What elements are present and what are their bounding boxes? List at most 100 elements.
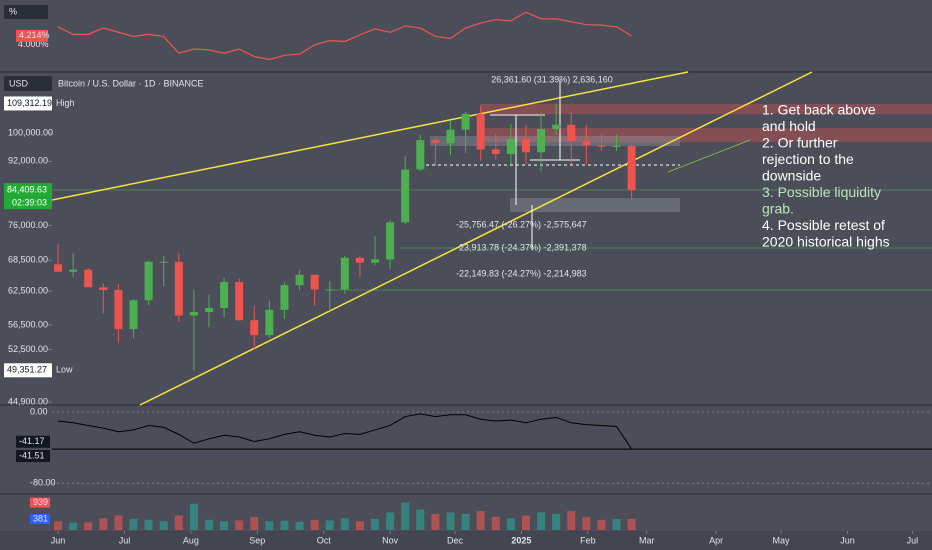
annotation-line: 3. Possible liquidity: [762, 184, 881, 200]
annotation-line: 1. Get back above: [762, 102, 876, 118]
volume-bar: [69, 522, 78, 530]
candle-body: [401, 169, 410, 223]
annotation-line: 2. Or further: [762, 135, 838, 151]
price-marker: [4, 183, 52, 198]
x-tick-label: Sep: [249, 535, 265, 545]
measure-label: -22,149.83 (-24.27%) -2,214,983: [456, 268, 587, 278]
y-tick-label: 76,000.00: [8, 220, 48, 230]
candle-body: [174, 261, 183, 316]
y-tick-label: 68,500.00: [8, 255, 48, 265]
y-tick-label: 62,500.00: [8, 285, 48, 295]
volume-bar: [612, 518, 621, 530]
volume-bar: [54, 521, 63, 530]
annotation-line: and hold: [762, 118, 816, 134]
timer-box: [4, 197, 52, 210]
candle-body: [597, 145, 606, 147]
candle-body: [537, 128, 546, 153]
x-tick-label: Apr: [709, 535, 723, 545]
osc-line: [57, 413, 633, 450]
candle-body: [340, 257, 349, 290]
x-tick-label: Jun: [51, 535, 66, 545]
volume-label: 381: [33, 513, 48, 523]
volume-bar: [159, 521, 168, 530]
candle-body: [84, 269, 93, 288]
x-tick-label: Aug: [183, 535, 199, 545]
osc-label-box: [16, 450, 50, 463]
volume-bar: [567, 511, 576, 530]
top-tick-label: 4.000%: [18, 39, 49, 49]
x-tick-label: May: [773, 535, 791, 545]
candle-body: [627, 145, 636, 191]
annotation-line: 2020 historical highs: [762, 234, 890, 250]
candle-body: [567, 124, 576, 142]
x-tick-label: Jul: [119, 535, 131, 545]
annotation-line: grab.: [762, 201, 794, 217]
y-tick-label: 56,500.00: [8, 319, 48, 329]
top-last-label: 4.214%: [19, 30, 50, 40]
candle-body: [582, 141, 591, 146]
price-marker-tag: High: [56, 98, 75, 108]
candle-body: [204, 308, 213, 313]
volume-bar: [129, 518, 138, 530]
osc-label: -41.17: [19, 436, 45, 446]
volume-bar: [355, 521, 364, 530]
annotation-line: 4. Possible retest of: [762, 217, 885, 233]
trendline: [51, 71, 689, 201]
candle-body: [552, 124, 561, 129]
osc-label: -41.51: [19, 450, 45, 460]
volume-bar: [582, 516, 591, 530]
volume-bar: [295, 521, 304, 530]
price-marker-label: 84,409.63: [7, 185, 47, 195]
chart-title: Bitcoin / U.S. Dollar · 1D · BINANCE: [58, 78, 204, 88]
candle-body: [114, 289, 123, 330]
candle-body: [325, 289, 334, 291]
osc-tick-label: 0.00: [30, 406, 48, 416]
zone: [480, 128, 932, 142]
candle-body: [280, 285, 289, 310]
y-tick-label: 92,000.00: [8, 156, 48, 166]
y-tick-label: 100,000.00: [8, 128, 53, 138]
x-tick-label: Mar: [639, 535, 655, 545]
zone: [480, 104, 932, 114]
volume-bar: [416, 509, 425, 530]
volume-label: 939: [33, 497, 48, 507]
x-tick-label: Jul: [907, 535, 919, 545]
x-tick-label: Dec: [447, 535, 464, 545]
candle-body: [235, 282, 244, 321]
volume-bar: [280, 520, 289, 530]
volume-bar: [446, 512, 455, 530]
volume-bar: [114, 515, 123, 530]
volume-bar: [84, 522, 93, 530]
price-marker: [4, 363, 52, 378]
volume-bar: [340, 518, 349, 530]
measure-label: 26,361.60 (31.39%) 2,636,160: [491, 74, 613, 84]
candle-body: [129, 300, 138, 330]
price-marker-tag: Low: [56, 365, 73, 375]
volume-bar: [371, 518, 380, 530]
volume-bar: [310, 519, 319, 530]
volume-bar: [204, 519, 213, 530]
candle-body: [431, 140, 440, 144]
volume-bar: [325, 520, 334, 530]
candle-body: [416, 140, 425, 170]
symbol-box: [4, 5, 48, 19]
annotation-line: rejection to the: [762, 151, 854, 167]
volume-bar: [627, 518, 636, 530]
y-tick-label: 44,900.00: [8, 396, 48, 406]
top-symbol: %: [9, 6, 17, 16]
volume-bar: [144, 519, 153, 530]
x-tick-label: Oct: [317, 535, 332, 545]
volume-bar: [220, 521, 229, 530]
price-marker-label: 49,351.27: [7, 365, 47, 375]
candle-body: [265, 309, 274, 336]
volume-bar: [386, 512, 395, 530]
x-tick-label: Feb: [580, 535, 596, 545]
candle-body: [461, 113, 470, 130]
volume-bar: [491, 516, 500, 530]
currency-box: [4, 76, 52, 91]
candle-body: [54, 264, 63, 272]
zone: [430, 136, 680, 146]
volume-bar: [597, 519, 606, 530]
